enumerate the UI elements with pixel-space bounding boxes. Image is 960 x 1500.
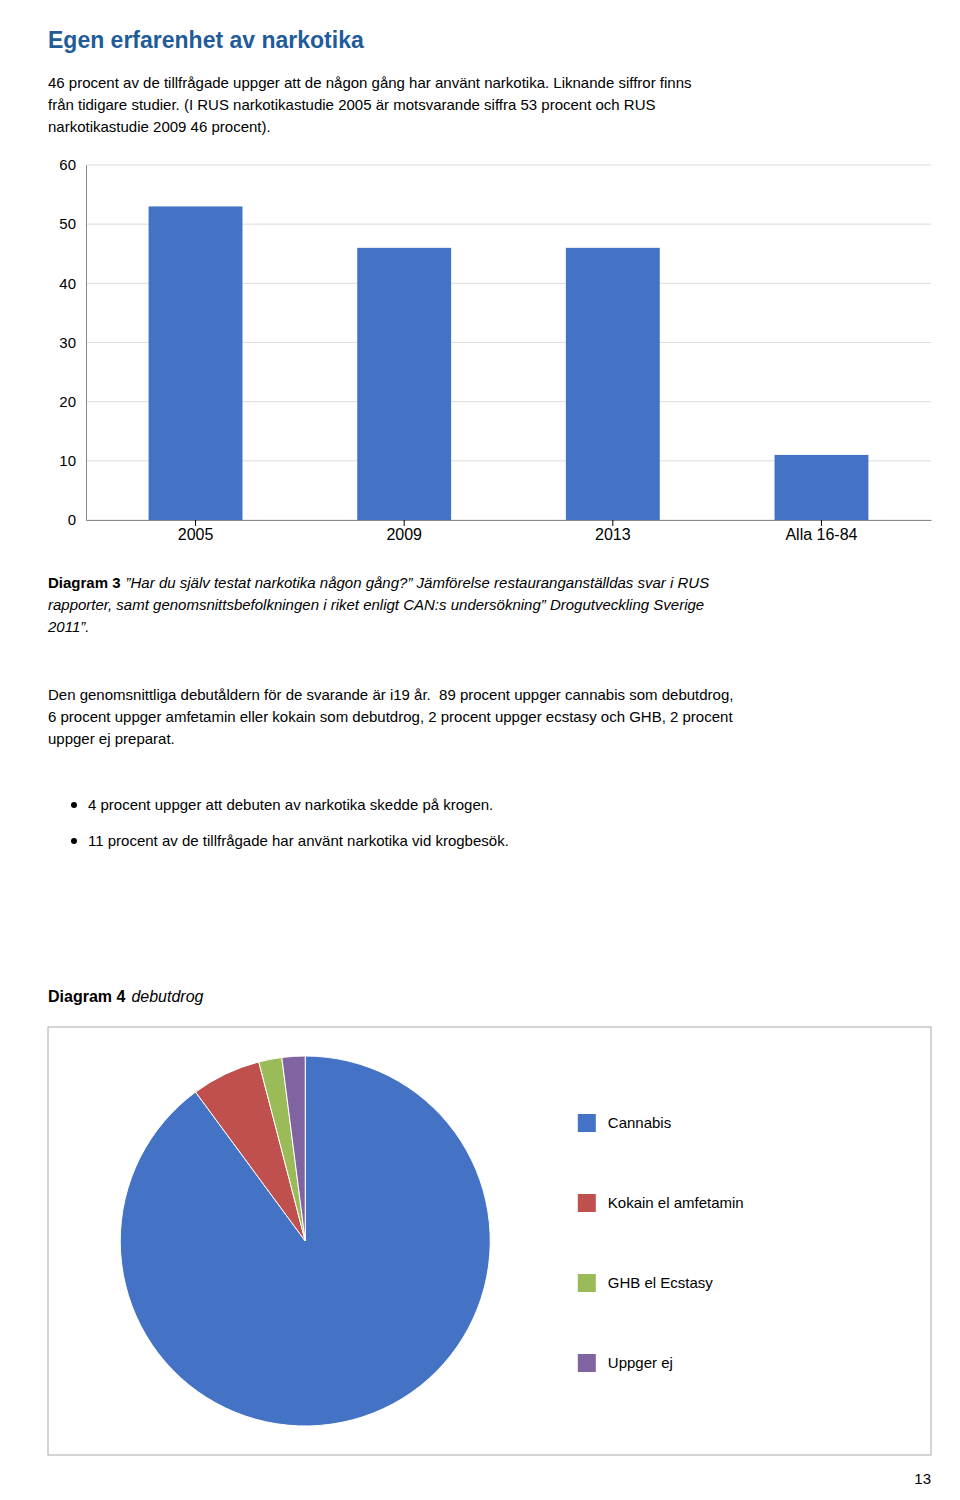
slice xyxy=(282,1056,305,1241)
caption-line: 2011”. xyxy=(47,618,89,635)
legend: Cannabis Kokain el amfetamin GHB el Ecstas… xyxy=(578,1114,744,1372)
y-tick-label: 30 xyxy=(59,334,76,351)
bars xyxy=(149,206,869,520)
bullet-text: 11 procent av de tillfrågade har använt … xyxy=(88,832,509,849)
x-tick-mark xyxy=(612,520,613,526)
pie-label: Diagram 4 xyxy=(48,988,125,1005)
body-line: uppger ej preparat. xyxy=(48,730,175,747)
legend-swatch xyxy=(578,1194,596,1212)
x-axis-line xyxy=(87,520,932,521)
bar xyxy=(566,248,660,520)
x-tick-label: 2013 xyxy=(595,526,631,543)
y-tick: 40 xyxy=(59,275,86,292)
x-tick-label: 2005 xyxy=(178,526,214,543)
pie-sublabel: debutdrog xyxy=(131,988,203,1005)
caption-line: rapporter, samt genomsnittsbefolkningen … xyxy=(48,596,704,613)
y-tick-label: 60 xyxy=(59,156,76,173)
legend-label: Kokain el amfetamin xyxy=(608,1194,744,1211)
slice xyxy=(120,1056,490,1426)
page: Egen erfarenhet av narkotika 46 procent a… xyxy=(0,0,960,1500)
page-title: Egen erfarenhet av narkotika xyxy=(48,27,364,53)
x-tick-label: 2009 xyxy=(386,526,422,543)
bar xyxy=(775,455,869,520)
x-tick-label: Alla 16-84 xyxy=(785,526,857,543)
y-axis: 0 10 20 30 40 50 60 xyxy=(59,156,86,528)
slices xyxy=(120,1056,490,1426)
legend-item: Uppger ej xyxy=(578,1354,673,1372)
legend-item: Cannabis xyxy=(578,1114,671,1132)
y-tick: 30 xyxy=(59,334,86,351)
body-line: Den genomsnittliga debutåldern för de sv… xyxy=(48,686,733,703)
pie-chart: Diagram 4 debutdrog Cannabis Kokain el amfe… xyxy=(48,988,931,1455)
bar-chart: 0 10 20 30 40 50 60 2005 2009 2013 Alla 16-84 xyxy=(59,156,931,543)
legend-swatch xyxy=(578,1274,596,1292)
x-tick: Alla 16-84 xyxy=(785,520,857,543)
y-tick: 0 xyxy=(68,511,86,528)
x-tick: 2013 xyxy=(595,520,631,543)
grid xyxy=(86,165,931,520)
bar xyxy=(357,248,451,520)
x-tick-mark xyxy=(404,520,405,526)
bullet-dot xyxy=(71,802,77,808)
y-tick-label: 50 xyxy=(59,215,76,232)
y-tick: 50 xyxy=(59,215,86,232)
bar xyxy=(149,206,243,520)
y-tick-label: 0 xyxy=(68,511,76,528)
legend-label: GHB el Ecstasy xyxy=(608,1274,714,1291)
bar-caption: Diagram 3 ”Har du själv testat narkotika … xyxy=(47,574,709,635)
pie-box xyxy=(48,1027,931,1455)
legend-label: Cannabis xyxy=(608,1114,671,1131)
y-tick-label: 10 xyxy=(59,452,76,469)
x-tick-mark xyxy=(821,520,822,526)
y-tick: 60 xyxy=(59,156,86,173)
page-number: 13 xyxy=(914,1470,931,1487)
body-line: från tidigare studier. (I RUS narkotikas… xyxy=(48,96,656,113)
legend-item: GHB el Ecstasy xyxy=(578,1274,714,1292)
body-line: 46 procent av de tillfrågade uppger att … xyxy=(48,74,692,91)
x-tick: 2009 xyxy=(386,520,422,543)
x-tick-mark xyxy=(195,520,196,526)
legend-label: Uppger ej xyxy=(608,1354,673,1371)
caption-label: Diagram 3 xyxy=(48,574,121,591)
body-line: 6 procent uppger amfetamin eller kokain … xyxy=(48,708,733,725)
y-axis-line xyxy=(86,166,87,521)
legend-item: Kokain el amfetamin xyxy=(578,1194,744,1212)
body-text-2: Den genomsnittliga debutåldern för de sv… xyxy=(48,686,733,747)
body-line: narkotikastudie 2009 46 procent). xyxy=(48,118,271,135)
body-text-1: 46 procent av de tillfrågade uppger att … xyxy=(48,74,692,135)
y-tick-label: 20 xyxy=(59,393,76,410)
y-tick-label: 40 xyxy=(59,275,76,292)
bullet-dot xyxy=(71,838,77,844)
grid-line xyxy=(86,165,931,166)
y-tick: 10 xyxy=(59,452,86,469)
x-axis: 2005 2009 2013 Alla 16-84 xyxy=(87,520,932,543)
legend-swatch xyxy=(578,1354,596,1372)
bullets: 4 procent uppger att debuten av narkotik… xyxy=(71,796,509,849)
bullet-text: 4 procent uppger att debuten av narkotik… xyxy=(88,796,493,813)
x-tick: 2005 xyxy=(178,520,214,543)
legend-swatch xyxy=(578,1114,596,1132)
y-tick: 20 xyxy=(59,393,86,410)
caption-line: ”Har du själv testat narkotika någon gån… xyxy=(126,574,710,591)
